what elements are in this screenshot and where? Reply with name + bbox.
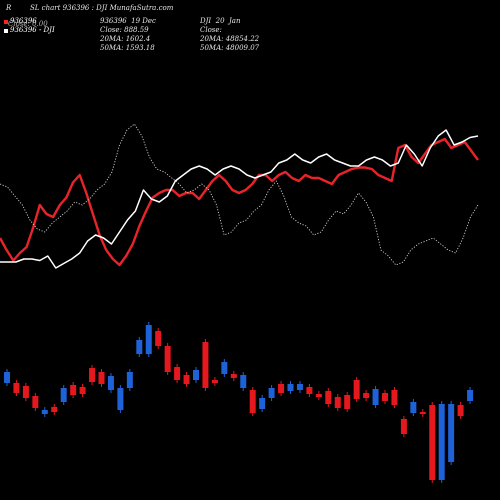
candlestick-panel bbox=[4, 322, 474, 483]
info-right-line2: Close: bbox=[200, 26, 222, 34]
candle-body bbox=[296, 384, 303, 390]
candle-body bbox=[70, 385, 77, 395]
candle-body bbox=[410, 402, 417, 413]
candle-body bbox=[22, 386, 29, 398]
series-line-white bbox=[0, 129, 479, 269]
info-right-line4: 50MA: 48009.07 bbox=[200, 44, 260, 52]
candle-body bbox=[155, 331, 162, 346]
legend-swatch-red bbox=[4, 19, 8, 24]
legend-label-1: 936396 bbox=[10, 17, 37, 25]
candle-body bbox=[183, 375, 190, 384]
candle-body bbox=[126, 372, 133, 388]
candle-body bbox=[193, 370, 199, 380]
candle-body bbox=[363, 393, 370, 398]
info-left-line3: 20MA: 1602.4 bbox=[100, 35, 151, 43]
legend: 936396 936396 - DJI bbox=[4, 17, 55, 35]
info-right-line3: 20MA: 48854.22 bbox=[200, 35, 260, 43]
series-line-dotted bbox=[0, 123, 479, 266]
legend-swatch-white bbox=[4, 28, 8, 33]
candle-body bbox=[13, 383, 20, 393]
candle-body bbox=[240, 375, 247, 388]
info-left-line4: 50MA: 1593.18 bbox=[100, 44, 155, 52]
legend-item-1: 936396 bbox=[4, 17, 55, 26]
candle-body bbox=[221, 362, 228, 374]
candle-body bbox=[429, 405, 436, 480]
candle-body bbox=[419, 412, 426, 414]
info-left: 936396 19 Dec Close: 888.59 20MA: 1602.4… bbox=[100, 17, 156, 53]
candle-body bbox=[107, 376, 114, 390]
candle-body bbox=[287, 384, 294, 391]
candle-body bbox=[438, 404, 445, 480]
candle-body bbox=[325, 391, 332, 404]
candle-body bbox=[268, 388, 275, 398]
candle-body bbox=[457, 405, 464, 416]
candle-body bbox=[117, 388, 124, 410]
candle-body bbox=[79, 387, 86, 394]
info-right: DJI 20 Jan Close: 20MA: 48854.22 50MA: 4… bbox=[200, 17, 259, 53]
candle-body bbox=[230, 374, 237, 378]
candle-body bbox=[60, 388, 67, 402]
series-line-red bbox=[0, 137, 479, 267]
candle-body bbox=[306, 387, 313, 394]
candle-body bbox=[372, 389, 379, 405]
candle-body bbox=[202, 342, 209, 388]
candle-body bbox=[259, 398, 266, 409]
legend-label-2: 936396 - DJI bbox=[10, 26, 55, 34]
candle-body bbox=[278, 384, 285, 393]
candle-body bbox=[334, 397, 341, 408]
chart-title: SL chart 936396 : DJI MunafaSutra.com bbox=[30, 4, 174, 12]
candle-body bbox=[89, 368, 96, 382]
candle-body bbox=[382, 393, 388, 401]
price-lines-panel bbox=[0, 123, 479, 269]
candle-body bbox=[174, 367, 181, 380]
overlap-close-text: Close: 0.00 bbox=[8, 20, 48, 28]
header-letter: R bbox=[6, 4, 12, 12]
candle-body bbox=[211, 380, 218, 383]
candle-body bbox=[51, 407, 58, 412]
candle-body bbox=[249, 390, 256, 413]
candle-body bbox=[391, 390, 398, 405]
candle-body bbox=[145, 325, 152, 354]
candle-body bbox=[353, 380, 360, 399]
candle-body bbox=[344, 395, 351, 409]
info-right-line1: DJI 20 Jan bbox=[200, 17, 241, 25]
candle-body bbox=[164, 346, 171, 372]
candle-body bbox=[400, 419, 407, 434]
candle-body bbox=[136, 340, 143, 354]
candle-body bbox=[41, 410, 48, 414]
candle-body bbox=[467, 390, 474, 401]
candle-body bbox=[98, 372, 105, 384]
candle-body bbox=[448, 404, 455, 462]
legend-item-2: 936396 - DJI bbox=[4, 26, 55, 35]
info-left-line1: 936396 19 Dec bbox=[100, 17, 156, 25]
info-left-line2: Close: 888.59 bbox=[100, 26, 149, 34]
candle-body bbox=[4, 372, 10, 383]
candle-body bbox=[315, 394, 322, 397]
candle-body bbox=[32, 396, 39, 408]
